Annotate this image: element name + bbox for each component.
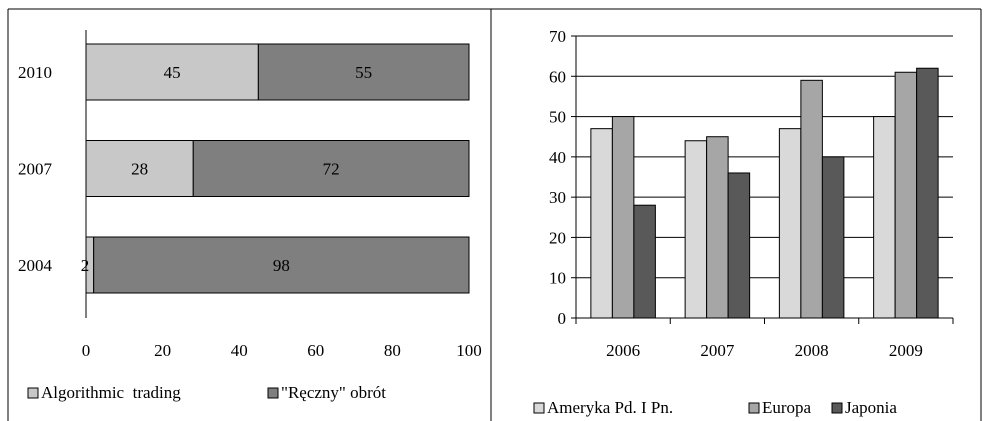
legend-swatch <box>831 402 843 414</box>
y-tick-label: 30 <box>549 188 566 207</box>
bar <box>706 136 729 319</box>
y-tick-label: 2004 <box>18 256 53 275</box>
legend-label: Japonia <box>845 398 897 417</box>
legend-swatch <box>748 402 760 414</box>
bar <box>873 116 896 319</box>
stacked-bar-chart: 0 20 40 60 80 100 2010 45 55 2007 28 72 2004 2 98 Algor… <box>18 30 482 402</box>
y-tick-label: 50 <box>549 108 566 127</box>
x-tick-label: 80 <box>384 341 401 360</box>
data-label: 28 <box>131 160 148 179</box>
legend-swatch <box>27 387 39 399</box>
bar <box>611 116 635 319</box>
x-tick-label: 2008 <box>795 341 829 360</box>
x-tick-label: 2007 <box>700 341 735 360</box>
legend-label: Europa <box>762 398 812 417</box>
data-label: 45 <box>164 63 181 82</box>
legend-swatch <box>267 387 279 399</box>
y-tick-label: 2007 <box>18 160 53 179</box>
bar <box>894 71 918 319</box>
y-tick-label: 70 <box>549 27 566 46</box>
legend-label: Algorithmic trading <box>41 383 181 402</box>
bar-segment <box>85 43 259 101</box>
bar <box>633 204 656 319</box>
data-label: 2 <box>81 256 90 275</box>
x-tick-label: 20 <box>154 341 171 360</box>
x-tick-label: 40 <box>231 341 248 360</box>
bar <box>778 128 802 319</box>
data-label: 55 <box>355 63 372 82</box>
x-tick-label: 60 <box>307 341 324 360</box>
data-label: 98 <box>273 256 290 275</box>
bar <box>821 156 845 319</box>
bar <box>590 128 613 319</box>
bar-segment <box>257 43 470 101</box>
bar <box>727 172 751 319</box>
bar <box>684 140 708 319</box>
legend-swatch <box>533 402 545 414</box>
legend-label: "Ręczny" obrót <box>281 383 386 402</box>
x-tick-label: 2009 <box>889 341 923 360</box>
bar <box>916 67 939 319</box>
grouped-bar-chart: 0 10 20 30 40 50 60 70 2006 2007 2008 2009 Ameryka P… <box>533 27 954 417</box>
x-tick-label: 2006 <box>606 341 640 360</box>
data-label: 72 <box>323 160 340 179</box>
bar-segment <box>93 236 470 294</box>
x-tick-label: 100 <box>456 341 482 360</box>
y-tick-label: 60 <box>549 67 566 86</box>
y-tick-label: 40 <box>549 148 566 167</box>
bar <box>800 79 823 319</box>
y-tick-label: 0 <box>558 309 567 328</box>
bar-segment <box>192 140 470 197</box>
y-tick-label: 20 <box>549 228 566 247</box>
y-tick-label: 2010 <box>18 63 52 82</box>
y-tick-label: 10 <box>549 269 566 288</box>
bar-segment <box>85 140 194 197</box>
legend-label: Ameryka Pd. I Pn. <box>547 398 673 417</box>
x-tick-label: 0 <box>82 341 91 360</box>
